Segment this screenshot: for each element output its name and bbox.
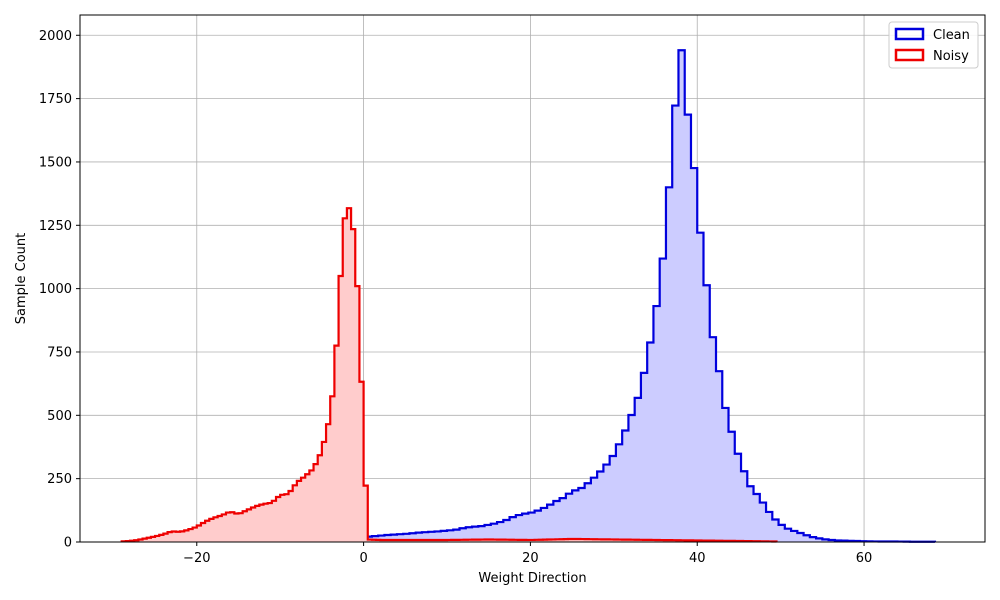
series-noisy — [120, 207, 778, 543]
x-axis-label: Weight Direction — [478, 571, 586, 586]
axis-ticks: −20 0 20 40 60 0 250 500 750 1000 1250 1500 1750 2000 — [39, 29, 872, 566]
y-tick-label: 1250 — [39, 219, 72, 234]
series-layer — [120, 49, 937, 543]
y-tick-label: 1500 — [39, 155, 72, 170]
grid-lines — [80, 15, 985, 543]
y-tick-label: 1000 — [39, 282, 72, 297]
legend-swatch-clean — [894, 27, 925, 41]
legend-label-noisy: Noisy — [933, 49, 969, 64]
y-tick-label: 2000 — [39, 29, 72, 44]
legend-label-clean: Clean — [933, 28, 970, 43]
y-tick-label: 500 — [47, 409, 72, 424]
x-tick-label: 60 — [856, 551, 873, 566]
y-axis-label: Sample Count — [14, 233, 29, 324]
x-tick-label: 0 — [359, 551, 367, 566]
legend-swatch-noisy — [894, 48, 925, 62]
series-step-noisy — [120, 207, 778, 543]
series-fill-clean — [146, 50, 935, 543]
x-tick-label: 20 — [522, 551, 539, 566]
legend: Clean Noisy — [888, 21, 979, 69]
x-tick-label: 40 — [689, 551, 706, 566]
y-tick-label: 750 — [47, 345, 72, 360]
x-tick-label: −20 — [183, 551, 210, 566]
y-tick-label: 250 — [47, 472, 72, 487]
series-clean — [145, 49, 937, 543]
series-step-clean — [145, 49, 937, 543]
y-tick-label: 1750 — [39, 92, 72, 107]
plot-frame — [79, 14, 986, 543]
legend-box — [888, 21, 979, 69]
y-tick-label: 0 — [64, 536, 72, 551]
